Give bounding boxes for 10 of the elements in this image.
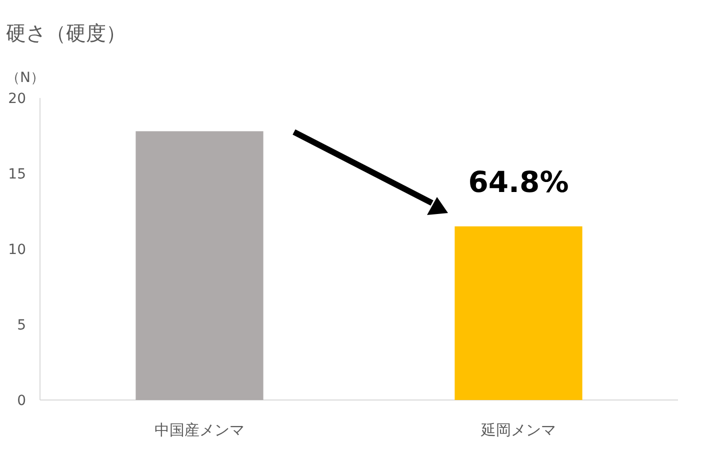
- ytick: 5: [17, 318, 26, 334]
- xtick: 中国産メンマ: [154, 421, 244, 439]
- ytick: 0: [17, 393, 26, 409]
- annotation: 64.8%: [468, 165, 569, 199]
- ytick: 15: [8, 166, 26, 182]
- ytick: 20: [8, 91, 26, 107]
- ylabel: （N）: [6, 70, 44, 86]
- title: 硬さ（硬度）: [6, 21, 126, 45]
- ytick: 10: [8, 242, 26, 258]
- xtick: 延岡メンマ: [481, 421, 556, 439]
